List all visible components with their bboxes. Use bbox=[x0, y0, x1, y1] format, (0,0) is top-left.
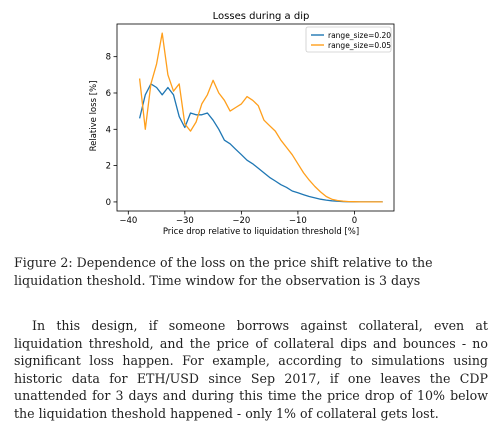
x-tick-label: −20 bbox=[232, 216, 250, 226]
y-tick-label: 4 bbox=[106, 125, 111, 135]
y-tick-label: 8 bbox=[106, 53, 111, 63]
plot-area: −40 −30 −20 −10 0 0 2 4 6 8 range_size=0.20range_s… bbox=[106, 23, 395, 226]
body-paragraph: In this design, if someone borrows again… bbox=[14, 318, 488, 421]
legend-label-2: range_size=0.05 bbox=[328, 41, 391, 50]
series-line-2 bbox=[138, 32, 383, 203]
x-tick-label: 0 bbox=[352, 216, 357, 226]
x-tick-label: −40 bbox=[119, 216, 137, 226]
figure-caption: Figure 2: Dependence of the loss on the … bbox=[14, 255, 433, 288]
y-tick-label: 0 bbox=[106, 198, 111, 208]
y-axis-label: Relative loss [%] bbox=[89, 81, 99, 152]
x-tick-label: −10 bbox=[289, 216, 307, 226]
legend-box bbox=[305, 26, 392, 53]
y-tick-label: 6 bbox=[106, 89, 111, 99]
legend-label-1: range_size=0.20 bbox=[328, 31, 391, 40]
loss-chart: Losses during a dip −40 −30 −20 −10 0 0 2 4 6 8 ra… bbox=[89, 11, 395, 237]
x-axis-label: Price drop relative to liquidation thres… bbox=[163, 227, 359, 237]
plot-frame bbox=[116, 23, 395, 212]
chart-title: Losses during a dip bbox=[213, 11, 310, 22]
series-line-1 bbox=[138, 83, 383, 203]
x-tick-label: −30 bbox=[176, 216, 194, 226]
y-tick-label: 2 bbox=[106, 162, 111, 172]
